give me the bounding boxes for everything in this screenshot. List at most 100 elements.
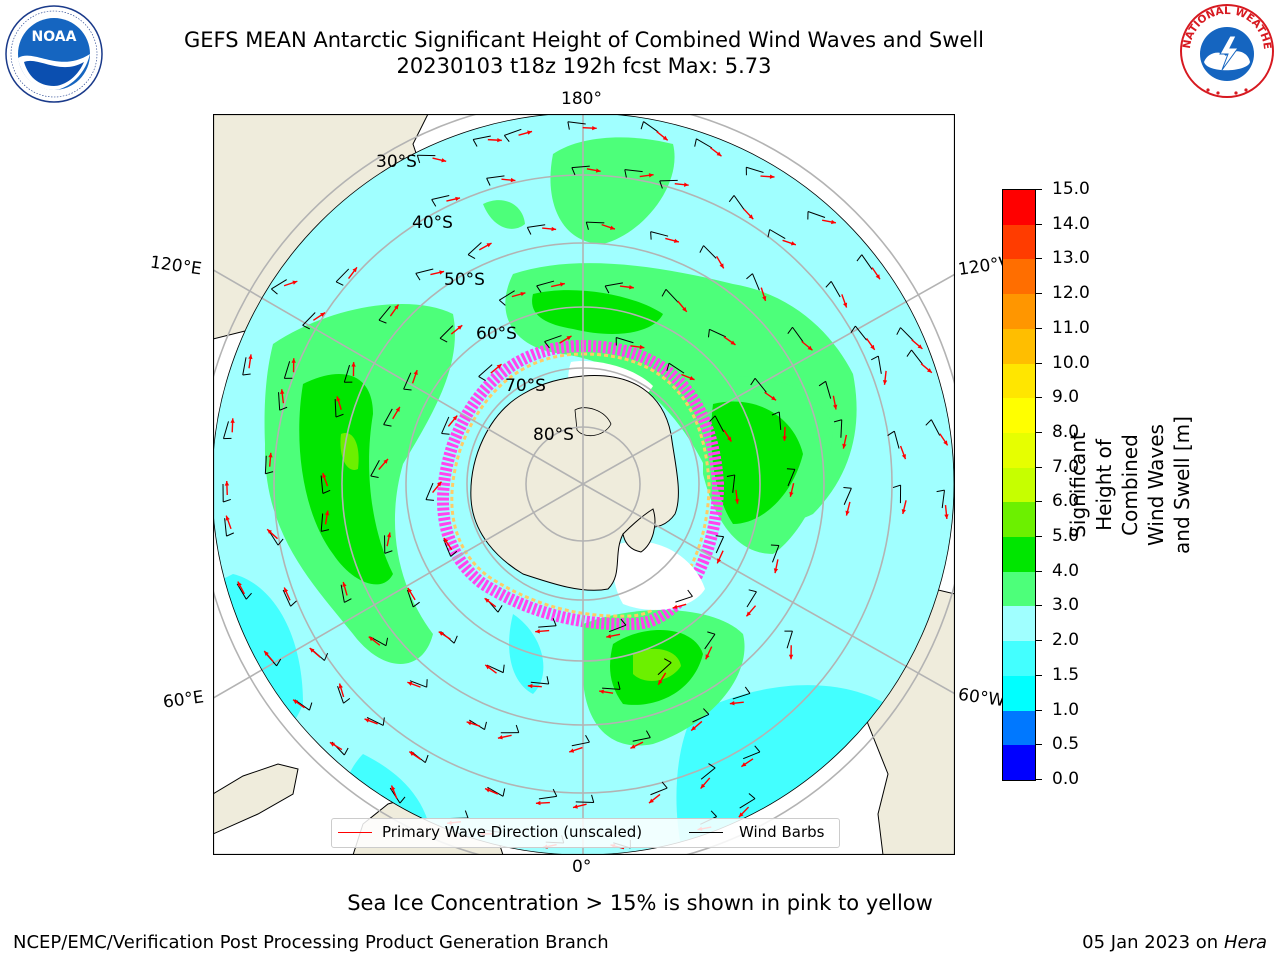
colorbar-segment bbox=[1003, 571, 1035, 607]
colorbar-segment bbox=[1003, 467, 1035, 503]
wave-direction-arrow bbox=[511, 291, 526, 298]
wave-direction-arrow bbox=[386, 532, 392, 547]
graticule bbox=[213, 114, 955, 855]
wave-direction-arrow bbox=[389, 304, 400, 317]
wave-direction-arrow bbox=[390, 785, 398, 799]
wave-direction-arrow bbox=[268, 452, 273, 467]
longitude-label-120e: 120°E bbox=[148, 252, 203, 280]
colorbar-segment bbox=[1003, 537, 1035, 572]
wave-direction-arrow bbox=[841, 294, 848, 308]
colorbar-tick-label: 10.0 bbox=[1052, 352, 1090, 373]
wave-direction-arrow bbox=[821, 219, 837, 225]
colorbar-tick bbox=[1036, 605, 1042, 607]
longitude-label-60w: 60°W bbox=[956, 684, 1007, 712]
wave-direction-arrow bbox=[709, 147, 722, 157]
wind-barb bbox=[704, 631, 716, 650]
wind-barb bbox=[439, 325, 454, 343]
madagascar-land bbox=[213, 763, 299, 835]
wind-barb bbox=[850, 325, 867, 341]
wave-direction-arrow bbox=[788, 645, 794, 660]
wave-direction-arrows bbox=[224, 125, 949, 850]
wind-barb bbox=[320, 513, 330, 532]
colorbar-tick-label: 5.0 bbox=[1052, 526, 1080, 547]
wind-barb bbox=[585, 221, 605, 230]
wind-barb bbox=[530, 676, 550, 685]
wave-direction-arrow bbox=[484, 787, 499, 795]
wave-direction-legend-label: Primary Wave Direction (unscaled) bbox=[382, 823, 643, 841]
wind-barb bbox=[632, 730, 651, 742]
wave-direction-arrow bbox=[324, 510, 330, 525]
wave-direction-arrow bbox=[438, 631, 451, 640]
wave-direction-arrow bbox=[351, 362, 356, 377]
noaa-logo: NOAA bbox=[5, 5, 103, 103]
wind-barb bbox=[709, 415, 725, 432]
svg-text:NOAA: NOAA bbox=[32, 29, 77, 45]
longitude-label-0: 0° bbox=[572, 857, 592, 877]
wind-barb bbox=[383, 408, 393, 427]
wind-barb bbox=[264, 455, 274, 475]
wave-direction-arrow bbox=[743, 208, 754, 220]
wave-direction-arrow bbox=[501, 177, 516, 183]
wave-direction-arrow bbox=[789, 482, 795, 497]
wind-barb bbox=[825, 281, 841, 298]
sea-ice-ring bbox=[437, 339, 725, 631]
wave-direction-arrow bbox=[309, 647, 321, 658]
wave-direction-arrow bbox=[619, 285, 634, 290]
wave-direction-arrow bbox=[572, 803, 587, 809]
wind-barb bbox=[771, 411, 782, 430]
wave-direction-arrow bbox=[280, 389, 285, 404]
colorbar-tick-label: 3.0 bbox=[1052, 595, 1080, 616]
colorbar-tick-label: 4.0 bbox=[1052, 560, 1080, 581]
wind-barb bbox=[887, 430, 900, 449]
wind-barb bbox=[320, 475, 331, 494]
wave-direction-arrow bbox=[535, 629, 550, 634]
colorbar-segment bbox=[1003, 328, 1035, 364]
wave-direction-arrow bbox=[586, 168, 601, 173]
wave-direction-arrow bbox=[700, 777, 711, 789]
colorbar-segment bbox=[1003, 259, 1035, 295]
wave-direction-arrow bbox=[599, 689, 614, 694]
wave-direction-arrow bbox=[450, 324, 463, 335]
wave-direction-arrow bbox=[484, 664, 497, 674]
colorbar-tick bbox=[1036, 223, 1042, 225]
wave-direction-arrow bbox=[738, 806, 750, 818]
wave-direction-legend-line bbox=[338, 832, 372, 833]
wave-direction-arrow bbox=[527, 683, 542, 689]
wind-barb bbox=[602, 681, 621, 690]
map-frame bbox=[213, 114, 955, 855]
wave-direction-arrow bbox=[672, 603, 687, 609]
colorbar-tick-label: 6.0 bbox=[1052, 491, 1080, 512]
wave-direction-arrow bbox=[497, 734, 512, 740]
wind-barb bbox=[694, 138, 713, 149]
wave-direction-arrow bbox=[430, 270, 445, 276]
wind-barb bbox=[707, 328, 726, 338]
wind-barb bbox=[472, 135, 491, 147]
colorbar-segment bbox=[1003, 398, 1035, 433]
wind-barb bbox=[575, 794, 595, 804]
footer-date-text: 05 Jan 2023 on bbox=[1082, 932, 1224, 953]
wind-barb bbox=[340, 584, 352, 603]
wind-barb bbox=[787, 326, 804, 343]
colorbar-tick bbox=[1036, 536, 1042, 538]
wave-direction-arrow bbox=[901, 500, 907, 515]
wind-barb bbox=[222, 421, 232, 440]
wind-barb bbox=[624, 169, 643, 178]
latitude-label-50s: 50°S bbox=[444, 270, 485, 290]
wind-barb bbox=[750, 377, 767, 393]
wave-direction-arrow bbox=[392, 406, 401, 420]
wind-barb bbox=[700, 763, 716, 780]
wave-direction-arrow bbox=[378, 458, 389, 470]
wind-barb bbox=[538, 618, 557, 628]
wind-barb bbox=[657, 658, 672, 676]
wind-barb bbox=[283, 361, 293, 379]
wind-barb bbox=[335, 268, 350, 286]
wind-barb bbox=[661, 288, 679, 303]
colorbar-tick-label: 14.0 bbox=[1052, 213, 1090, 234]
wave-direction-arrow bbox=[760, 174, 775, 179]
colorbar-segment bbox=[1003, 294, 1035, 329]
latitude-label-30s: 30°S bbox=[376, 152, 417, 172]
colorbar-segment bbox=[1003, 641, 1035, 676]
wave-direction-arrow bbox=[487, 137, 502, 143]
wind-barb bbox=[337, 686, 351, 704]
wave-direction-arrow bbox=[407, 681, 421, 688]
